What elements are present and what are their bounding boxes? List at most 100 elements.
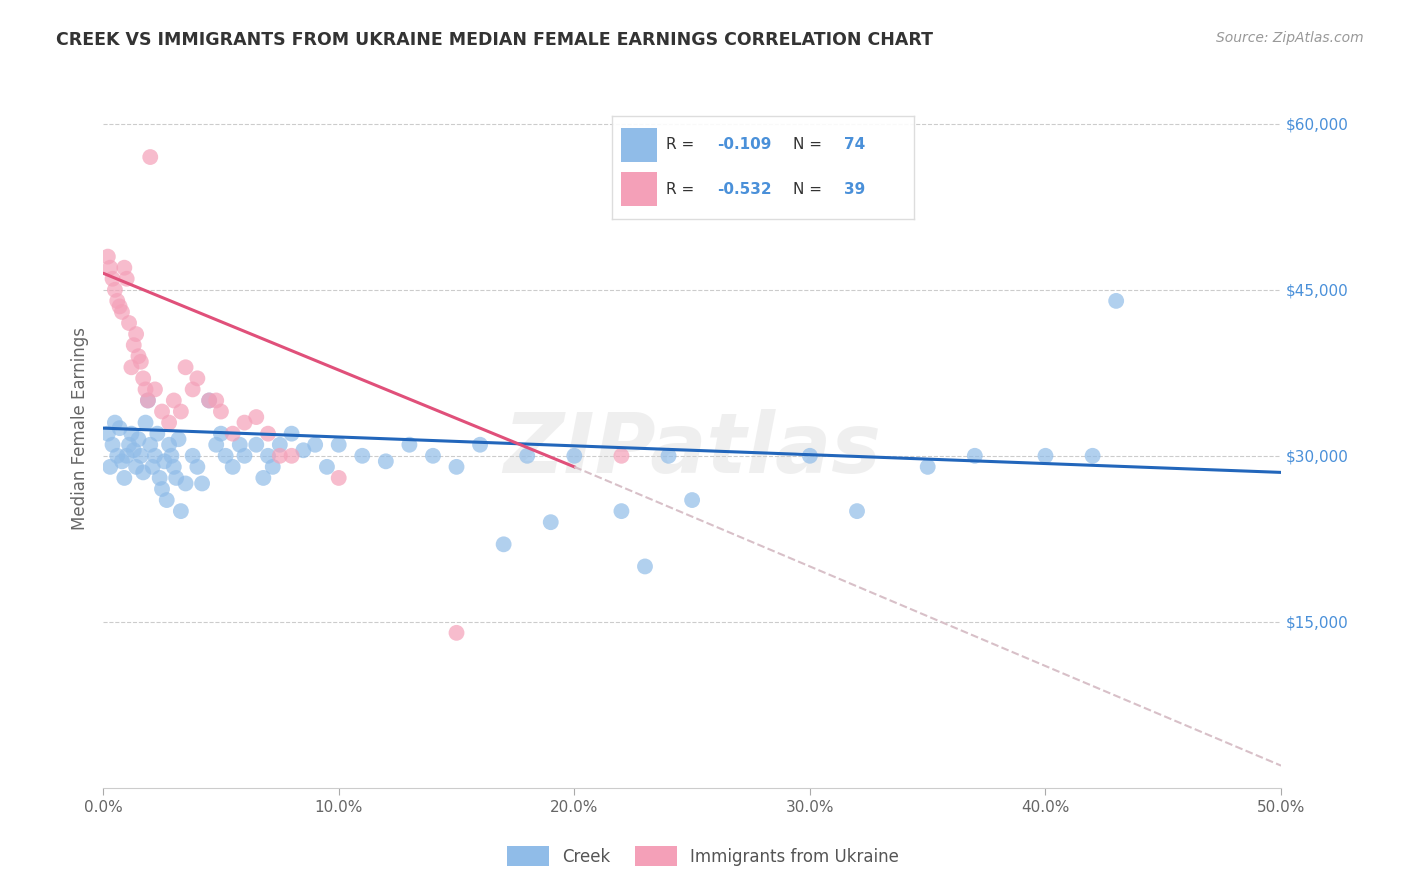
Point — [101, 272, 124, 286]
Point — [222, 426, 245, 441]
Text: CREEK VS IMMIGRANTS FROM UKRAINE MEDIAN FEMALE EARNINGS CORRELATION CHART: CREEK VS IMMIGRANTS FROM UKRAINE MEDIAN … — [56, 31, 934, 49]
Point — [112, 260, 135, 275]
Point — [132, 371, 155, 385]
Point — [214, 449, 236, 463]
Point — [198, 393, 221, 408]
Point — [198, 393, 221, 408]
Point — [209, 404, 232, 418]
Point — [186, 459, 208, 474]
Point — [129, 449, 152, 463]
Point — [963, 449, 986, 463]
Point — [153, 454, 176, 468]
Point — [610, 449, 633, 463]
Point — [468, 438, 491, 452]
Text: R =: R = — [666, 182, 699, 197]
Point — [160, 449, 183, 463]
Point — [174, 476, 197, 491]
Point — [108, 421, 131, 435]
Point — [1081, 449, 1104, 463]
Y-axis label: Median Female Earnings: Median Female Earnings — [72, 326, 89, 530]
Point — [157, 438, 180, 452]
Text: 74: 74 — [845, 137, 866, 153]
Point — [135, 416, 157, 430]
Point — [233, 416, 256, 430]
Point — [136, 393, 159, 408]
Point — [191, 476, 214, 491]
Point — [257, 426, 280, 441]
Point — [163, 459, 186, 474]
Point — [280, 449, 302, 463]
Point — [229, 438, 252, 452]
Point — [120, 426, 142, 441]
Point — [846, 504, 869, 518]
Point — [304, 438, 326, 452]
Point — [328, 438, 350, 452]
Point — [122, 443, 145, 458]
Point — [122, 338, 145, 352]
Point — [917, 459, 939, 474]
Point — [252, 471, 274, 485]
Point — [170, 504, 193, 518]
Point — [280, 426, 302, 441]
Point — [222, 459, 245, 474]
Point — [540, 515, 562, 529]
Point — [233, 449, 256, 463]
Point — [98, 260, 121, 275]
FancyBboxPatch shape — [620, 172, 657, 206]
Point — [97, 426, 120, 441]
Point — [422, 449, 444, 463]
Point — [398, 438, 420, 452]
Point — [135, 383, 157, 397]
Point — [245, 438, 267, 452]
Point — [115, 272, 138, 286]
Point — [446, 459, 468, 474]
Point — [167, 432, 190, 446]
Point — [97, 250, 120, 264]
Point — [170, 404, 193, 418]
Legend: Creek, Immigrants from Ukraine: Creek, Immigrants from Ukraine — [499, 838, 907, 875]
Point — [269, 438, 291, 452]
FancyBboxPatch shape — [620, 128, 657, 162]
Text: ZIPatlas: ZIPatlas — [503, 409, 882, 491]
Point — [328, 471, 350, 485]
Point — [262, 459, 284, 474]
Point — [352, 449, 374, 463]
Point — [269, 449, 291, 463]
Point — [163, 393, 186, 408]
Point — [120, 360, 142, 375]
Point — [205, 393, 228, 408]
Point — [125, 327, 148, 342]
Point — [118, 316, 141, 330]
Point — [142, 459, 165, 474]
Point — [127, 349, 149, 363]
Text: N =: N = — [793, 137, 827, 153]
Point — [112, 471, 135, 485]
Point — [101, 438, 124, 452]
Point — [205, 438, 228, 452]
Point — [143, 449, 166, 463]
Point — [104, 283, 127, 297]
Point — [292, 443, 315, 458]
Point — [516, 449, 538, 463]
Point — [634, 559, 657, 574]
Point — [98, 459, 121, 474]
Point — [181, 449, 204, 463]
Point — [657, 449, 679, 463]
Point — [125, 459, 148, 474]
Point — [127, 432, 149, 446]
Point — [174, 360, 197, 375]
Point — [165, 471, 187, 485]
Point — [111, 454, 134, 468]
Point — [104, 416, 127, 430]
Point — [139, 150, 162, 164]
Text: Source: ZipAtlas.com: Source: ZipAtlas.com — [1216, 31, 1364, 45]
Point — [105, 293, 128, 308]
Point — [562, 449, 585, 463]
Point — [115, 449, 138, 463]
Point — [610, 504, 633, 518]
Point — [316, 459, 339, 474]
Point — [146, 426, 169, 441]
Text: R =: R = — [666, 137, 699, 153]
Text: 39: 39 — [845, 182, 866, 197]
Point — [446, 625, 468, 640]
